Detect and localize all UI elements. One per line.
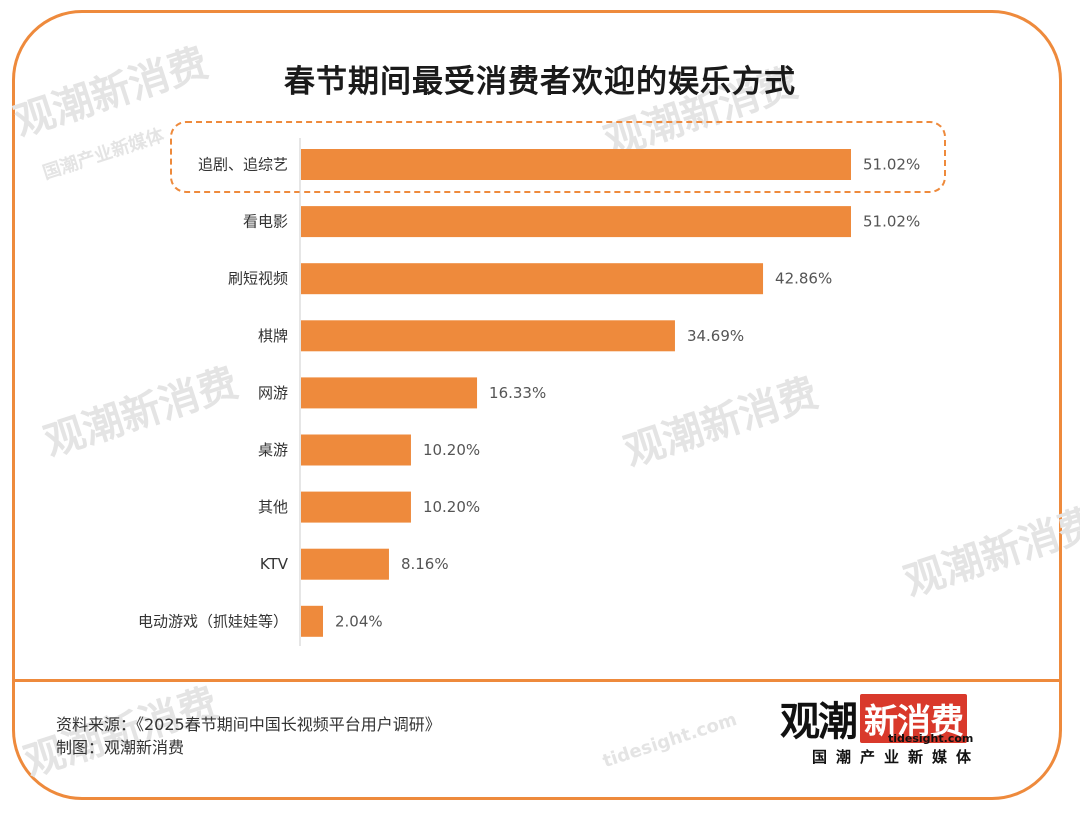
value-label: 10.20% [423, 498, 480, 516]
category-label: 追剧、追综艺 [198, 156, 288, 174]
bar-chart: 追剧、追综艺 51.02% 看电影 51.02% 刷短视频 42.86% 棋牌 34.69% 网… [138, 138, 920, 646]
value-label: 34.69% [687, 327, 744, 345]
source-note: 资料来源：《2025春节期间中国长视频平台用户调研》 [56, 715, 441, 734]
category-label: 网游 [258, 384, 288, 402]
logo-text-part2: 新消费 [860, 693, 967, 743]
bar [301, 605, 323, 637]
bar [301, 206, 851, 238]
bar [301, 377, 478, 409]
category-label: 其他 [258, 498, 288, 516]
logo-tagline: 国潮产业新媒体 [812, 748, 981, 766]
category-label: 棋牌 [258, 327, 288, 345]
value-label: 8.16% [401, 555, 449, 573]
bar [301, 263, 764, 295]
logo-url: tidesight.com [888, 732, 974, 745]
chart-frame [12, 10, 1062, 800]
logo-text-part1: 观潮 [780, 699, 858, 745]
category-label: 看电影 [243, 213, 288, 231]
brand-logo: 观潮 新消费 tidesight.com 国潮产业新媒体 [780, 693, 1010, 766]
value-label: 10.20% [423, 441, 480, 459]
bar [301, 434, 411, 466]
highlight-box [170, 121, 946, 193]
bar [301, 548, 389, 580]
footer-divider [14, 679, 1062, 682]
value-label: 51.02% [863, 213, 920, 231]
bar [301, 149, 851, 180]
value-label: 51.02% [863, 156, 920, 174]
bar [301, 491, 411, 523]
value-label: 42.86% [775, 270, 832, 288]
value-label: 2.04% [335, 612, 383, 630]
category-label: 桌游 [258, 441, 288, 459]
category-label: 电动游戏（抓娃娃等） [138, 612, 288, 630]
category-label: KTV [260, 555, 289, 573]
bar [301, 320, 675, 352]
category-label: 刷短视频 [228, 270, 288, 288]
maker-note: 制图：观潮新消费 [56, 738, 185, 757]
value-label: 16.33% [489, 384, 546, 402]
chart-title: 春节期间最受消费者欢迎的娱乐方式 [284, 64, 796, 100]
